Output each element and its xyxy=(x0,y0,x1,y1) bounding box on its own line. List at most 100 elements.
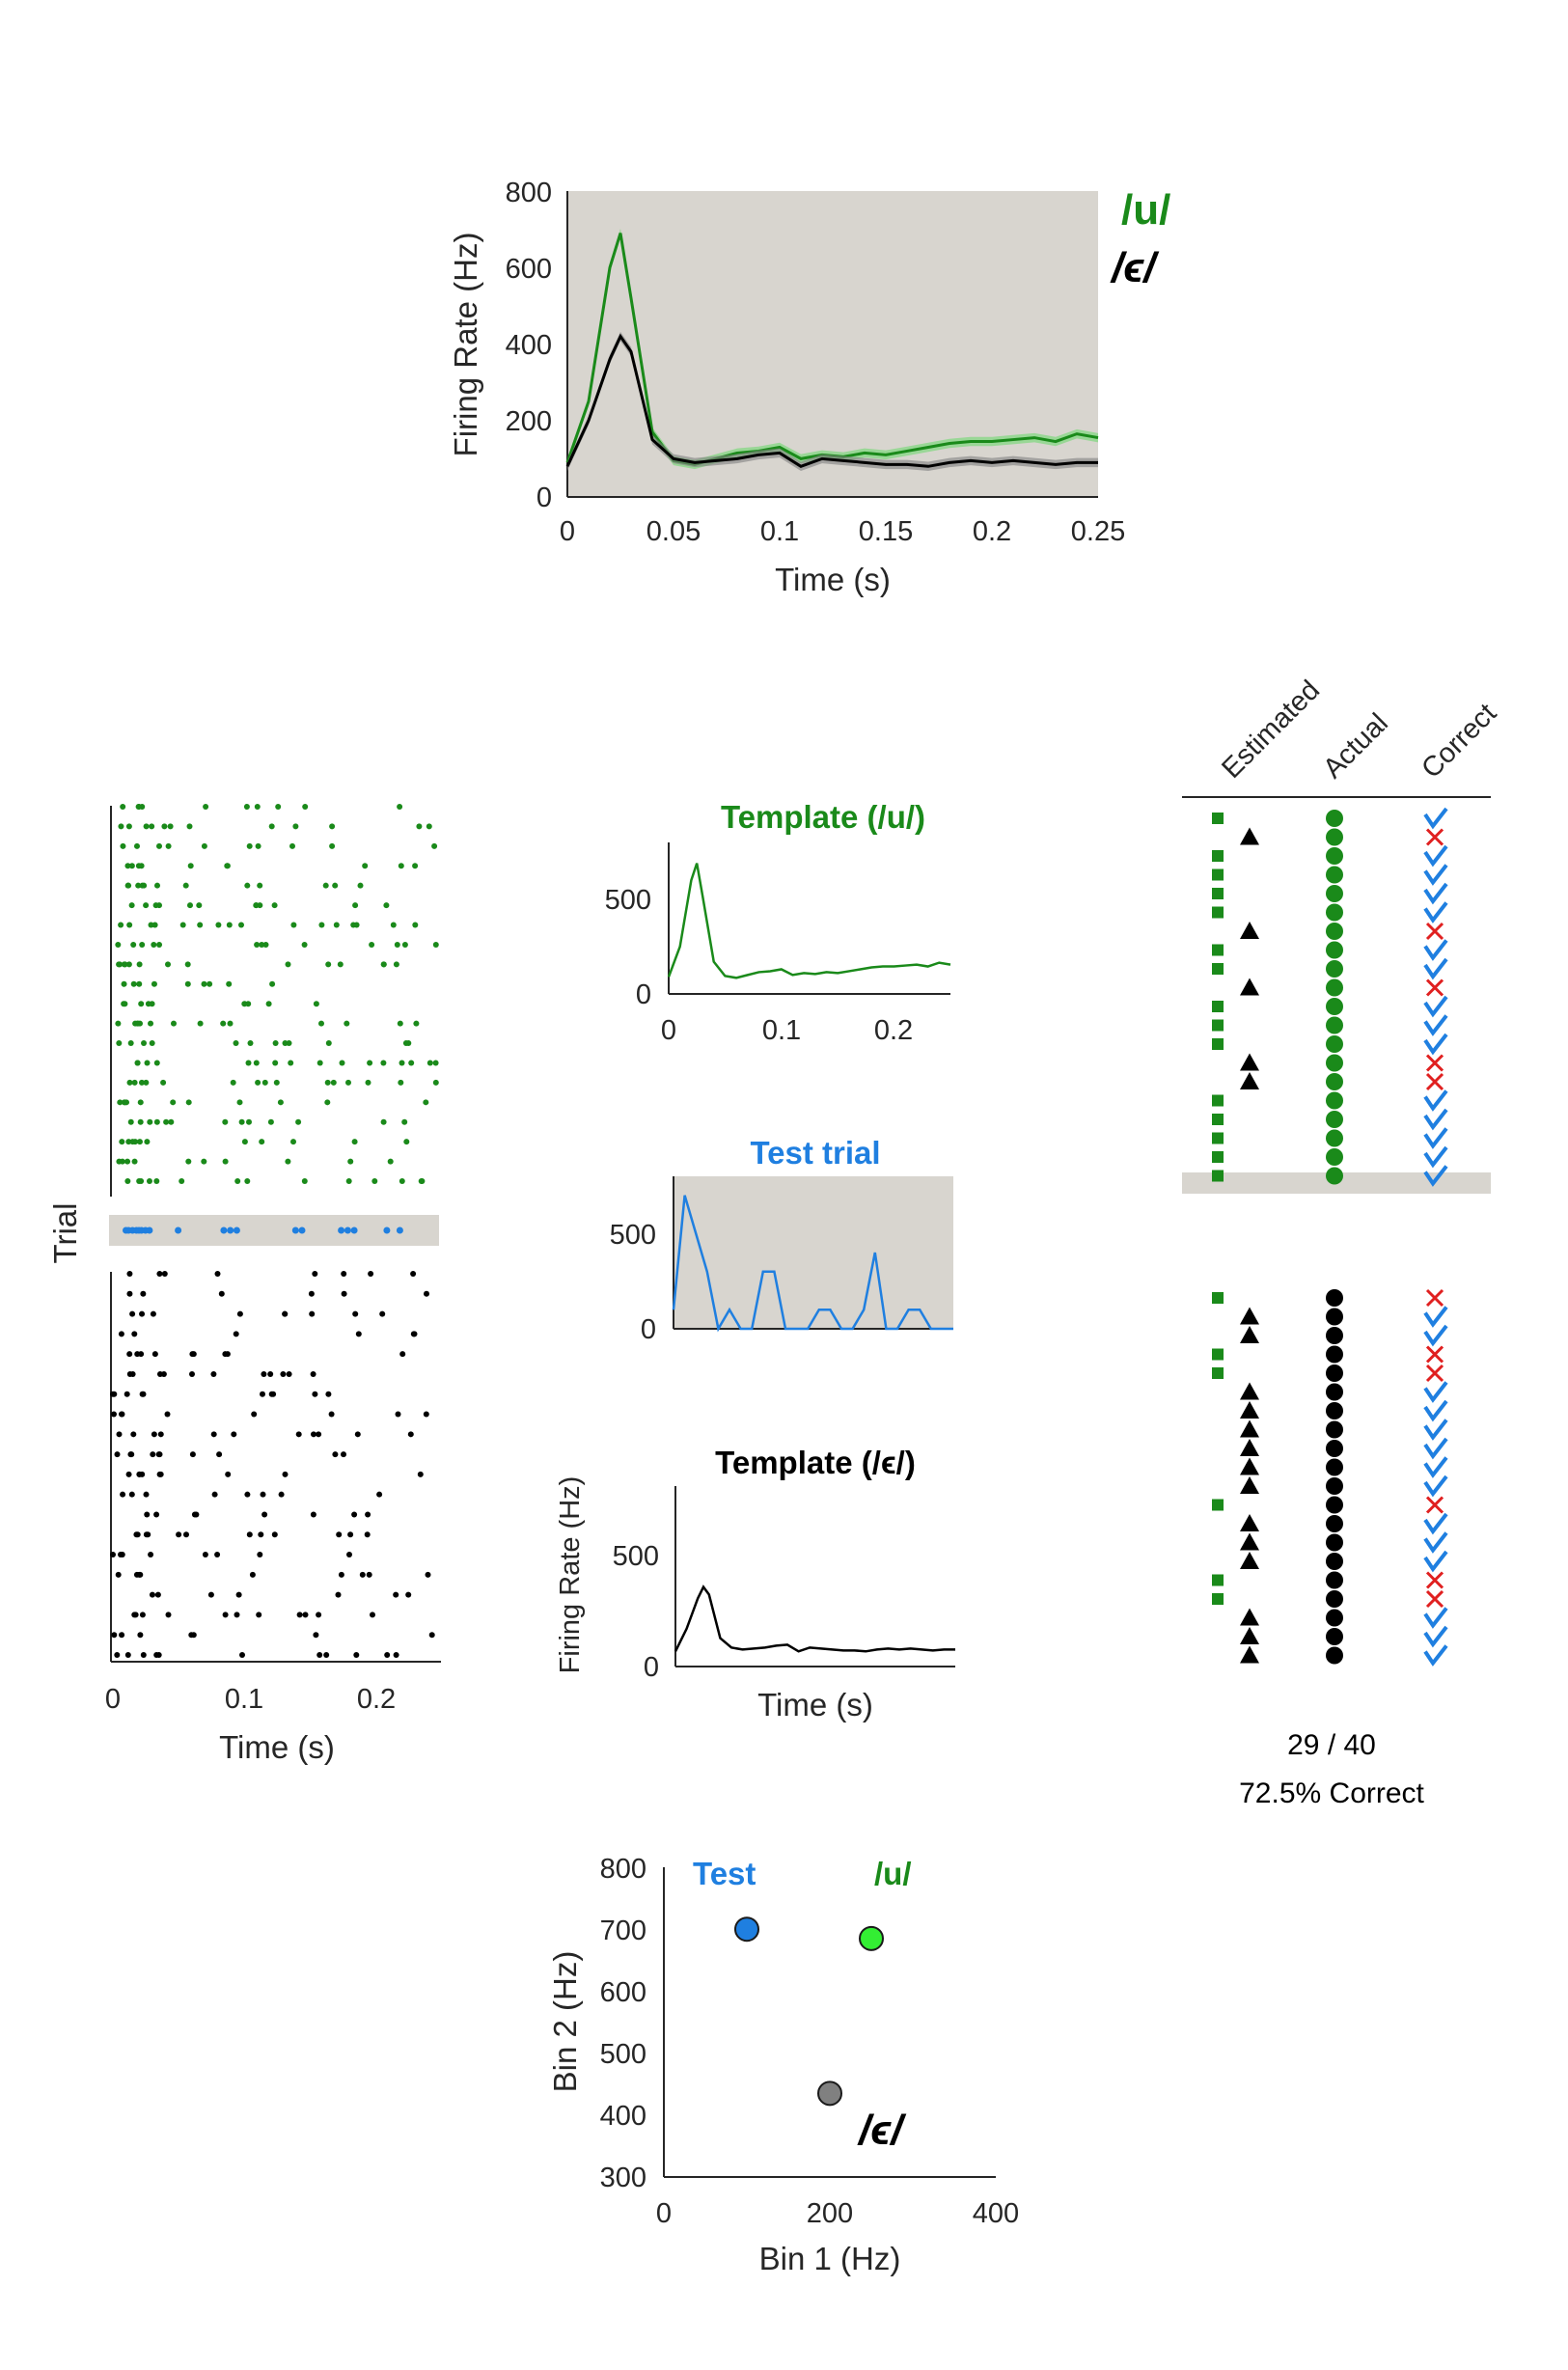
spike-e xyxy=(258,1531,264,1538)
spike-test xyxy=(227,1226,234,1234)
actual-circle xyxy=(1326,1035,1343,1053)
spike-u xyxy=(432,1060,439,1066)
spike-u xyxy=(184,980,191,987)
spike-u xyxy=(290,922,297,928)
spike-e xyxy=(130,1431,137,1438)
spike-u xyxy=(206,980,213,987)
spike-u xyxy=(203,804,209,810)
spike-e xyxy=(115,1571,122,1578)
spike-e xyxy=(150,1451,156,1458)
wrong-cross xyxy=(1425,1072,1444,1091)
spike-e xyxy=(424,1290,429,1297)
estimate-e-triangle xyxy=(1240,827,1259,845)
spike-e xyxy=(313,1632,319,1639)
spike-u xyxy=(133,842,140,849)
estimate-u-square xyxy=(1212,888,1224,899)
spike-u xyxy=(153,1178,160,1184)
spike-u xyxy=(301,941,308,948)
spike-e xyxy=(148,1552,154,1558)
spike-e xyxy=(114,1652,121,1658)
scatter-point-u xyxy=(859,1925,884,1951)
spike-e xyxy=(335,1591,342,1598)
spike-u xyxy=(135,863,142,869)
estimate-e-triangle xyxy=(1240,1053,1259,1071)
actual-circle xyxy=(1326,1402,1343,1419)
scatter-label-e: /ϵ/ xyxy=(857,2107,907,2154)
spike-e xyxy=(126,1351,133,1358)
correct-check xyxy=(1423,1456,1448,1478)
estimate-e-triangle xyxy=(1240,1532,1259,1551)
actual-circle xyxy=(1326,1533,1343,1552)
bin-x-label: Bin 1 (Hz) xyxy=(759,2241,901,2276)
spike-u xyxy=(318,922,325,928)
spike-test xyxy=(175,1226,182,1234)
spike-u xyxy=(257,882,263,889)
spike-e xyxy=(210,1431,217,1438)
spike-e xyxy=(188,1632,195,1639)
estimate-u-square xyxy=(1212,850,1224,862)
spike-u xyxy=(138,1178,145,1184)
spike-u xyxy=(351,1139,358,1145)
spike-e xyxy=(280,1370,287,1377)
spike-e xyxy=(110,1552,116,1558)
spike-u xyxy=(413,1020,420,1027)
estimate-u-square xyxy=(1212,1001,1224,1012)
template-e-ytick: 0 xyxy=(644,1652,659,1683)
spike-u xyxy=(337,961,344,968)
psth-xtick: 0.25 xyxy=(1071,516,1125,547)
spike-u xyxy=(399,1178,405,1184)
bin-ytick: 500 xyxy=(600,2039,646,2070)
spike-u xyxy=(401,1118,408,1125)
correct-check xyxy=(1423,882,1448,905)
spike-u xyxy=(383,902,390,909)
spike-u xyxy=(136,980,143,987)
spike-u xyxy=(330,1079,337,1086)
spike-e xyxy=(126,1290,133,1297)
bin-xtick: 0 xyxy=(656,2198,672,2229)
correct-check xyxy=(1423,1014,1448,1036)
spike-u xyxy=(418,1178,425,1184)
bin-ytick: 600 xyxy=(600,1977,646,2008)
spike-e xyxy=(359,1571,366,1578)
estimate-e-triangle xyxy=(1240,1476,1259,1494)
spike-test xyxy=(344,1226,351,1234)
spike-u xyxy=(138,1001,145,1007)
spike-e xyxy=(341,1271,347,1277)
correct-check xyxy=(1423,1419,1448,1441)
spike-u xyxy=(161,823,168,830)
spike-u xyxy=(185,1099,192,1106)
spike-u xyxy=(397,804,403,810)
template-u-xtick: 0.2 xyxy=(874,1015,913,1046)
estimate-u-square xyxy=(1212,906,1224,919)
scatter-point-e xyxy=(817,2081,842,2107)
estimate-u-square xyxy=(1212,1094,1224,1107)
spike-e xyxy=(128,1491,135,1498)
estimate-u-square xyxy=(1212,1367,1224,1379)
spike-u xyxy=(201,980,207,987)
actual-circle xyxy=(1326,1515,1343,1532)
actual-circle xyxy=(1326,1148,1343,1166)
spike-u xyxy=(423,1099,429,1106)
spike-u xyxy=(143,823,150,830)
estimate-u-square xyxy=(1212,813,1224,824)
spike-u xyxy=(277,1099,284,1106)
spike-e xyxy=(351,1511,358,1518)
template-e-x-label: Time (s) xyxy=(757,1687,873,1722)
spike-e xyxy=(234,1612,240,1618)
spike-e xyxy=(233,1331,239,1337)
spike-u xyxy=(137,1118,144,1125)
spike-e xyxy=(417,1471,424,1477)
estimate-e-triangle xyxy=(1240,1627,1259,1644)
spike-e xyxy=(338,1571,344,1578)
estimate-u-square xyxy=(1212,1593,1224,1605)
spike-u xyxy=(288,1060,294,1066)
actual-circle xyxy=(1326,1073,1343,1090)
estimate-e-triangle xyxy=(1240,1457,1259,1475)
spike-e xyxy=(311,1431,316,1438)
spike-e xyxy=(124,1391,130,1397)
spike-u xyxy=(399,1060,405,1066)
spike-e xyxy=(312,1271,318,1277)
spike-e xyxy=(309,1310,316,1317)
spike-u xyxy=(215,922,222,928)
spike-u xyxy=(135,882,142,889)
